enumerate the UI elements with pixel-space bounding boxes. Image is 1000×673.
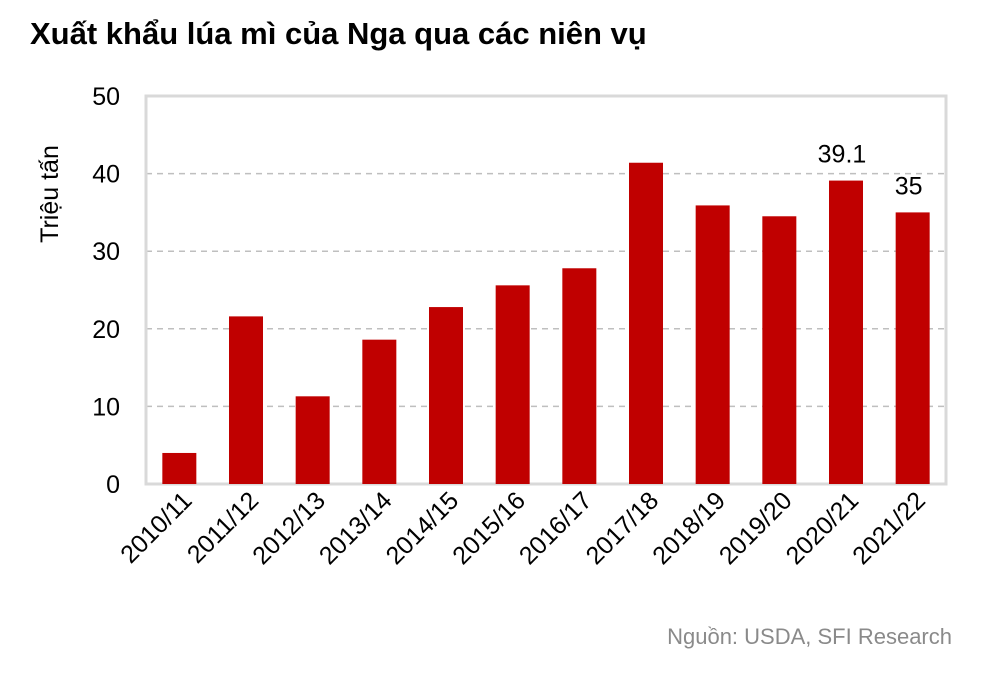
x-tick-label: 2015/16 <box>447 486 531 570</box>
y-axis-ticks: 0 10 20 30 40 50 <box>92 83 120 499</box>
chart-title: Xuất khẩu lúa mì của Nga qua các niên vụ <box>30 16 647 51</box>
data-labels: 39.1 35 <box>818 141 923 201</box>
plot-frame <box>144 94 948 486</box>
x-tick-label: 2021/22 <box>847 486 931 570</box>
y-tick-label: 0 <box>106 471 120 499</box>
x-tick-label: 2014/15 <box>381 486 465 570</box>
gridlines <box>146 172 946 408</box>
bars <box>162 162 930 485</box>
bar <box>695 205 730 484</box>
x-tick-label: 2018/19 <box>647 486 731 570</box>
bar <box>162 452 197 484</box>
bar <box>829 180 863 485</box>
bar <box>562 268 597 484</box>
bar <box>495 285 530 484</box>
y-tick-label: 40 <box>92 161 120 189</box>
x-tick-label: 2016/17 <box>514 486 598 570</box>
bar <box>629 162 663 484</box>
x-tick-label: 2017/18 <box>581 486 665 570</box>
x-tick-label: 2011/12 <box>182 486 264 568</box>
x-tick-label: 2020/21 <box>781 486 865 570</box>
bar <box>762 216 797 484</box>
data-label: 35 <box>895 172 923 200</box>
bar-chart: 0 10 20 30 40 50 2010/112011/122012/132013/14… <box>36 83 948 570</box>
x-tick-label: 2012/13 <box>247 486 331 570</box>
y-tick-label: 30 <box>92 238 120 266</box>
bar <box>229 316 263 484</box>
y-tick-label: 10 <box>92 393 120 421</box>
bar <box>429 307 463 484</box>
x-tick-label: 2010/11 <box>115 486 197 568</box>
x-tick-label: 2013/14 <box>314 486 398 570</box>
x-tick-label: 2019/20 <box>714 486 798 570</box>
bar <box>895 212 930 484</box>
x-axis-ticks: 2010/112011/122012/132013/142014/152015/… <box>115 486 931 570</box>
bar <box>362 339 397 484</box>
y-axis-label: Triệu tấn <box>36 145 64 243</box>
y-tick-label: 50 <box>92 83 120 111</box>
bar <box>295 396 330 484</box>
source-note: Nguồn: USDA, SFI Research <box>667 624 952 649</box>
data-label: 39.1 <box>818 141 867 169</box>
y-tick-label: 20 <box>92 316 120 344</box>
